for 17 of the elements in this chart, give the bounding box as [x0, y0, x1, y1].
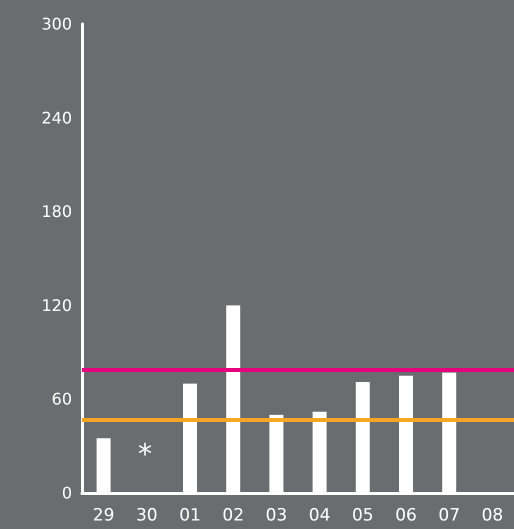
x-tick-label: 08: [482, 506, 504, 526]
x-tick-label: 02: [222, 506, 244, 526]
x-tick-label: 04: [308, 506, 330, 526]
y-tick-label: 60: [52, 390, 72, 409]
y-tick-label: 240: [41, 108, 72, 128]
x-tick-label: 30: [136, 506, 158, 526]
x-tick-label: 05: [352, 506, 374, 526]
x-tick-label: 29: [92, 506, 114, 526]
x-tick-label: 06: [395, 506, 417, 526]
x-tick-label: 07: [438, 506, 460, 526]
y-tick-label: 180: [41, 202, 72, 222]
y-tick-label: 120: [41, 296, 72, 315]
y-tick-label: 0: [62, 484, 72, 502]
x-tick-label: 03: [266, 506, 288, 526]
x-tick-label: 01: [179, 506, 201, 526]
annotation: *: [138, 438, 152, 470]
y-tick-label: 300: [41, 14, 72, 34]
